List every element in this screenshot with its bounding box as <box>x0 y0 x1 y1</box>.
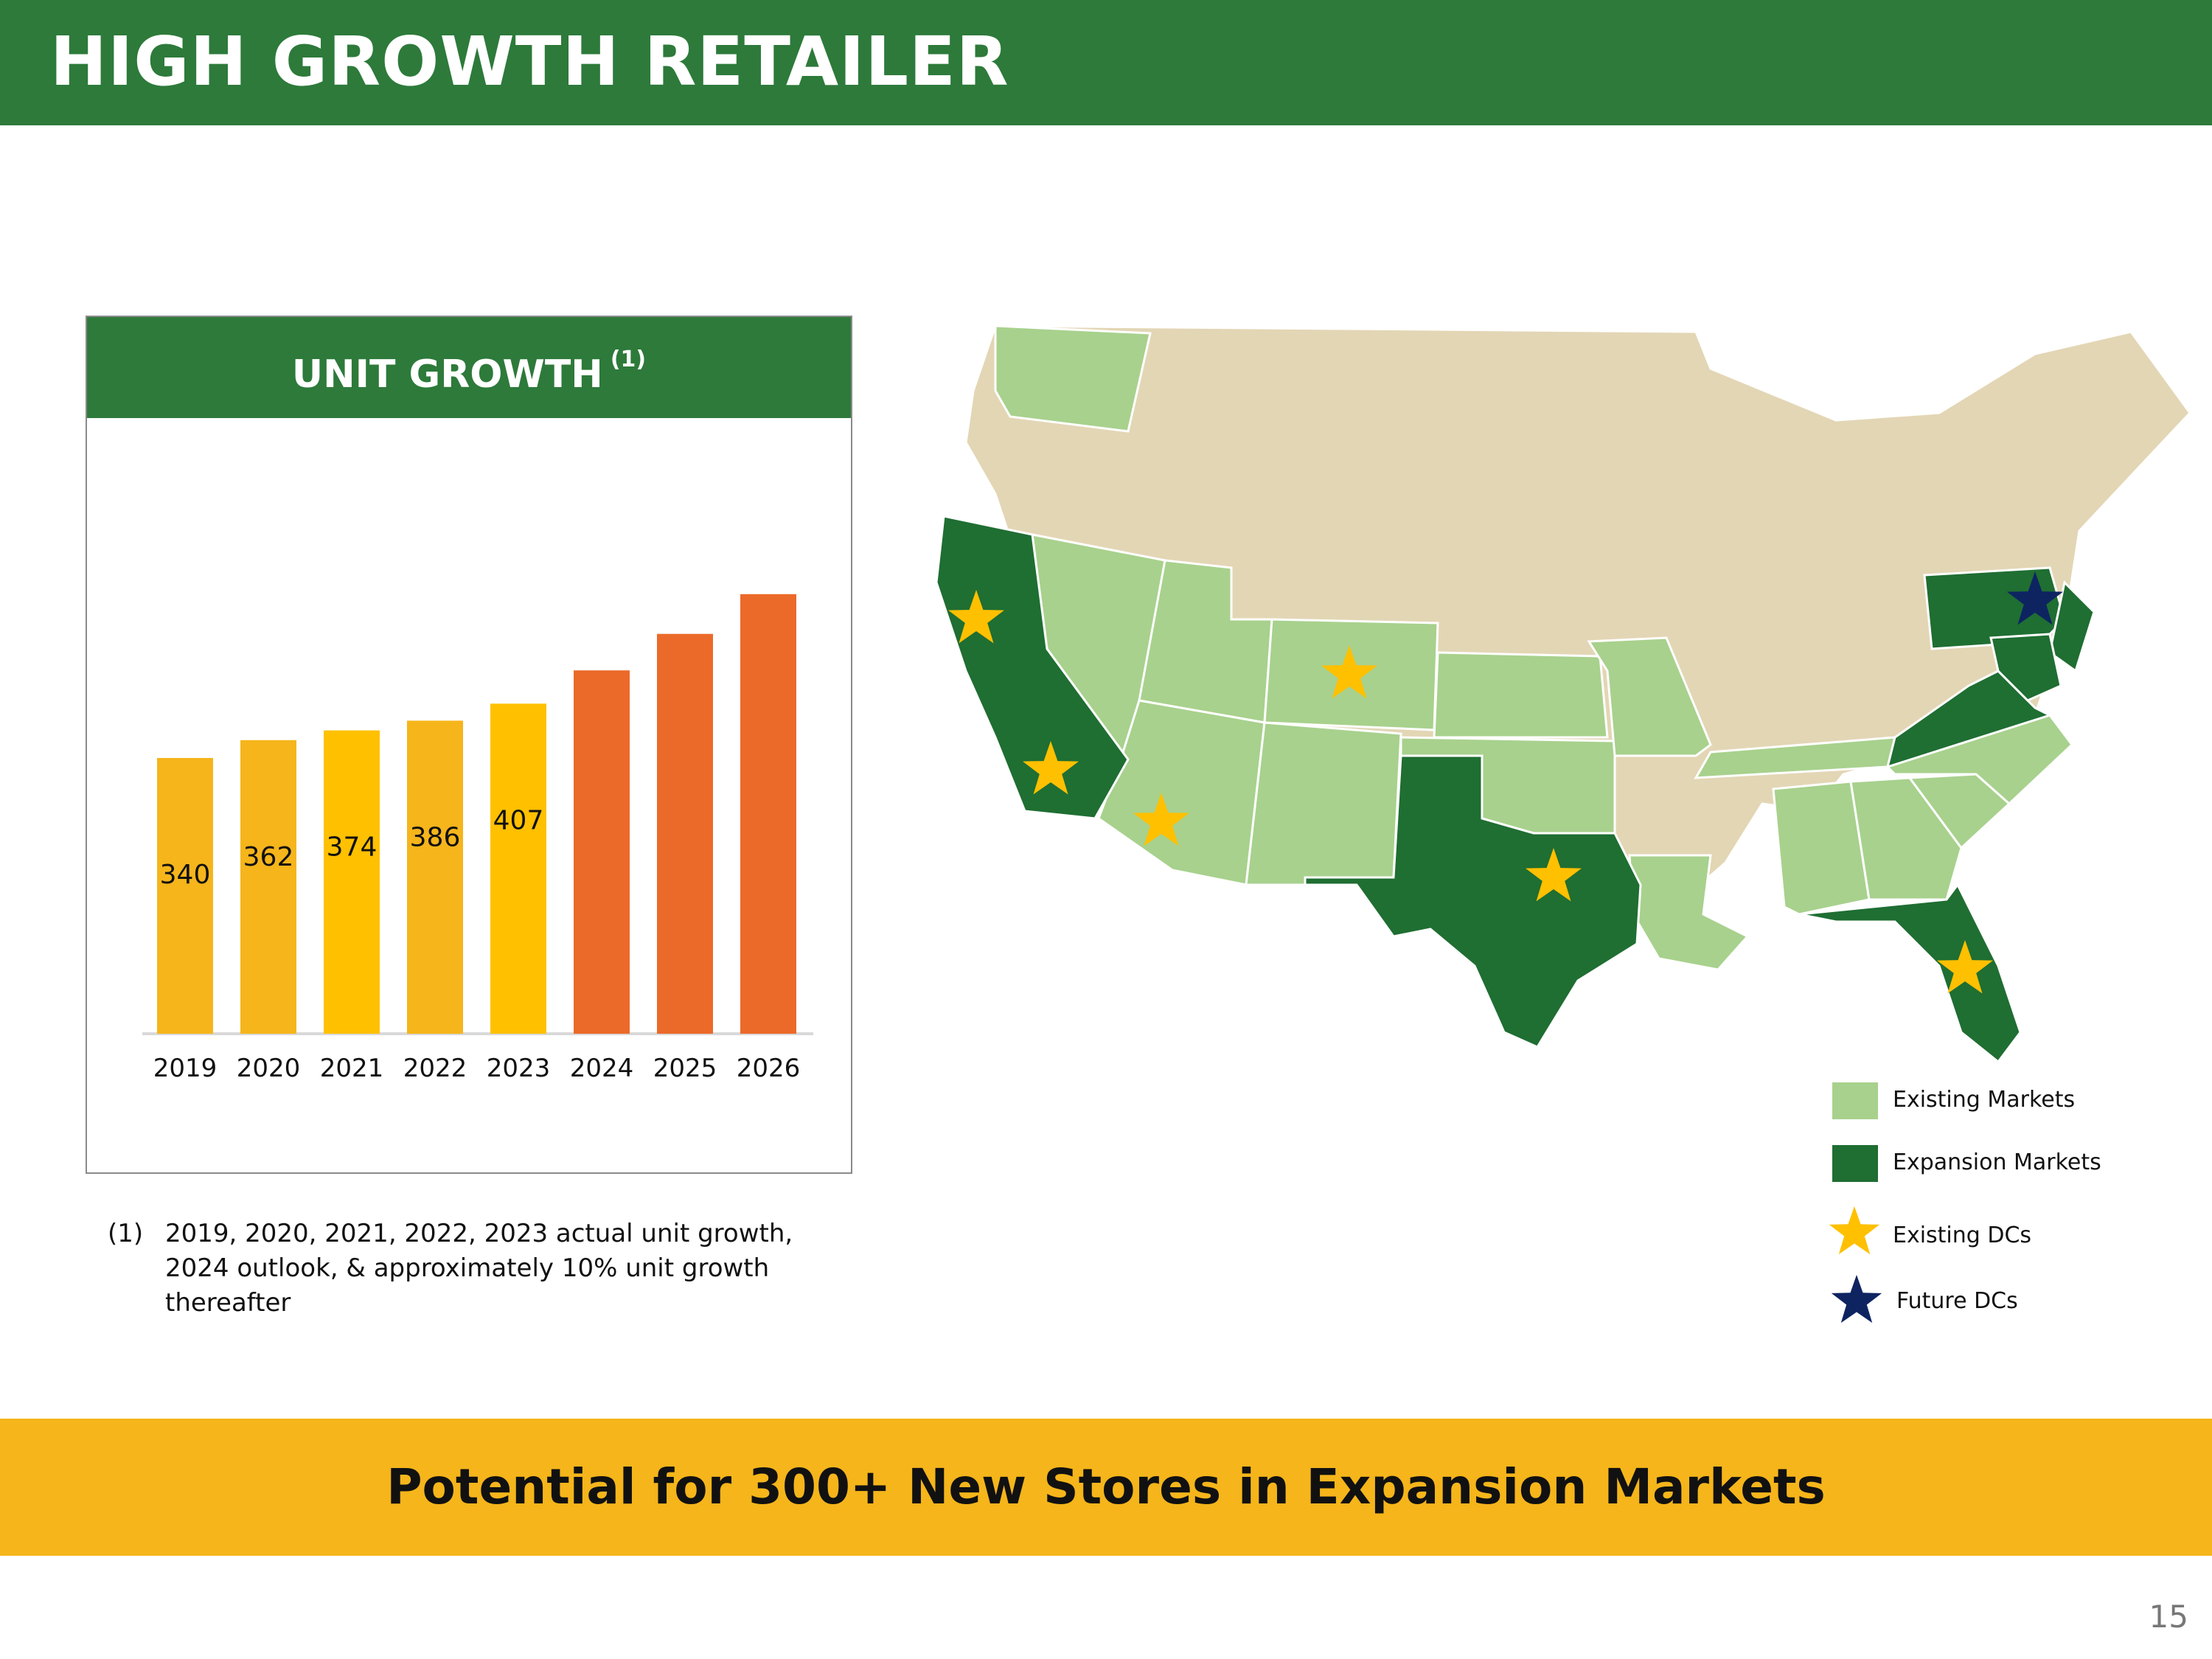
state-florida <box>1798 883 2022 1064</box>
state-georgia <box>1849 776 1963 901</box>
state-louisiana <box>1628 854 1750 971</box>
legend-item-existing-dcs: Existing DCs <box>1825 1203 2031 1265</box>
state-california <box>935 515 1130 820</box>
bar-2026 <box>740 594 796 1034</box>
navy-star-shape <box>1831 1275 1882 1324</box>
gold-star-icon <box>1829 1206 1880 1255</box>
dc-star-texas <box>1526 848 1582 902</box>
bar-2024 <box>574 670 630 1034</box>
state-virginia <box>1885 669 2053 769</box>
card-title: UNIT GROWTH (1) <box>87 347 851 397</box>
data-label-2021: 374 <box>327 832 378 863</box>
expansion-markets-swatch <box>1832 1145 1878 1182</box>
dc-star-future-mid-atlantic <box>2007 571 2063 625</box>
legend-item-future-dcs: Future DCs <box>1827 1272 2018 1334</box>
us-market-map <box>935 324 2191 1064</box>
state-texas <box>1304 754 1642 1048</box>
legend-label: Existing DCs <box>1893 1222 2032 1248</box>
bar-2023 <box>490 703 546 1034</box>
card-header: UNIT GROWTH (1) <box>87 317 851 418</box>
x-tick-label-2025: 2025 <box>653 1054 717 1083</box>
footnote-number: (1) <box>108 1219 144 1248</box>
dc-star-southern-california <box>1023 741 1079 795</box>
data-label-2020: 362 <box>243 842 294 872</box>
state-washington <box>994 324 1152 433</box>
card-title-text: UNIT GROWTH <box>291 352 603 397</box>
bar-2021 <box>324 730 380 1034</box>
bar-2022 <box>407 720 463 1034</box>
x-tick-label-2024: 2024 <box>570 1054 634 1083</box>
legend-label: Existing Markets <box>1893 1087 2076 1113</box>
bar-2019 <box>157 758 213 1034</box>
dc-stars-layer <box>948 571 2063 994</box>
dc-star-colorado <box>1321 645 1377 699</box>
x-tick-label-2022: 2022 <box>403 1054 467 1083</box>
dc-star-northern-california <box>948 590 1004 644</box>
page-title: HIGH GROWTH RETAILER <box>50 22 1009 101</box>
legend-label: Expansion Markets <box>1893 1150 2101 1175</box>
page-number: 15 <box>2149 1599 2188 1635</box>
bar-2025 <box>657 633 713 1034</box>
legend-label: Future DCs <box>1896 1288 2018 1314</box>
state-new-jersey <box>2048 580 2096 673</box>
callout-text: Potential for 300+ New Stores in Expansi… <box>386 1458 1826 1515</box>
state-alabama <box>1772 780 1871 916</box>
footnote-text: 2019, 2020, 2021, 2022, 2023 actual unit… <box>165 1219 793 1318</box>
state-delaware-maryland <box>1989 633 2062 702</box>
x-tick-label-2019: 2019 <box>153 1054 218 1083</box>
state-new-mexico <box>1245 721 1402 886</box>
dc-star-arizona <box>1133 793 1189 846</box>
dc-star-florida <box>1937 940 1993 994</box>
x-tick-label-2020: 2020 <box>237 1054 301 1083</box>
header-bar: HIGH GROWTH RETAILER <box>0 0 2212 125</box>
callout-banner: Potential for 300+ New Stores in Expansi… <box>0 1419 2212 1556</box>
x-tick-label-2026: 2026 <box>737 1054 801 1083</box>
unit-growth-card: UNIT GROWTH (1) 340 2019 362 2020 374 2021 386 2… <box>86 316 852 1174</box>
navy-star-icon <box>1831 1275 1882 1324</box>
data-label-2023: 407 <box>493 805 544 835</box>
card-title-footnote-ref: (1) <box>610 347 647 372</box>
x-tick-label-2023: 2023 <box>487 1054 551 1083</box>
state-kansas <box>1433 651 1609 739</box>
state-missouri <box>1587 636 1712 757</box>
data-label-2019: 340 <box>160 860 211 890</box>
x-tick-label-2021: 2021 <box>320 1054 384 1083</box>
gold-star-shape <box>1829 1206 1880 1255</box>
data-label-2022: 386 <box>410 822 461 852</box>
bar-2020 <box>240 740 296 1034</box>
unit-growth-bar-chart: 340 2019 362 2020 374 2021 386 2022 407 2023 2024 2… <box>142 594 813 1083</box>
existing-markets-swatch <box>1832 1082 1878 1119</box>
